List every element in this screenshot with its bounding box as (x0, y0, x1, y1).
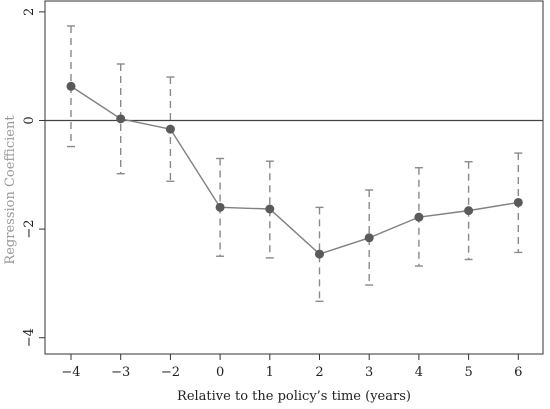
x-tick-label-3: 0 (216, 365, 224, 380)
x-tick-label-8: 5 (464, 365, 472, 380)
data-point-6 (364, 233, 374, 243)
data-point-2 (165, 124, 175, 134)
data-point-8 (464, 206, 474, 216)
x-tick-label-5: 2 (315, 365, 323, 380)
y-tick-label-2: −2 (22, 220, 37, 239)
x-tick-label-9: 6 (514, 365, 522, 380)
x-tick-label-4: 1 (266, 365, 274, 380)
data-point-1 (116, 114, 126, 124)
data-point-0 (66, 81, 76, 91)
y-tick-label-1: 0 (22, 116, 37, 124)
x-tick-label-6: 3 (365, 365, 373, 380)
y-axis-ticks: 2 0 −2 −4 (22, 8, 45, 347)
data-point-9 (513, 197, 523, 207)
data-point-4 (265, 204, 275, 214)
x-axis-title: Relative to the policy’s time (years) (177, 389, 411, 404)
data-point-layer (66, 81, 523, 259)
confidence-interval-layer (67, 25, 523, 303)
y-tick-label-3: −4 (22, 328, 37, 347)
x-tick-label-0: −4 (61, 365, 80, 380)
y-axis-title: Regression Coefficient (3, 115, 18, 265)
data-point-3 (215, 202, 225, 212)
x-tick-label-1: −3 (111, 365, 130, 380)
plot-frame (44, 0, 544, 355)
series-line (70, 85, 519, 255)
y-tick-label-0: 2 (22, 8, 37, 16)
x-tick-label-2: −2 (161, 365, 180, 380)
data-point-5 (315, 249, 324, 259)
data-point-7 (414, 212, 424, 222)
x-tick-label-7: 4 (415, 365, 423, 380)
x-axis-ticks: −4 −3 −2 0 1 2 3 4 5 6 (61, 354, 522, 380)
series-line-layer (70, 85, 519, 255)
